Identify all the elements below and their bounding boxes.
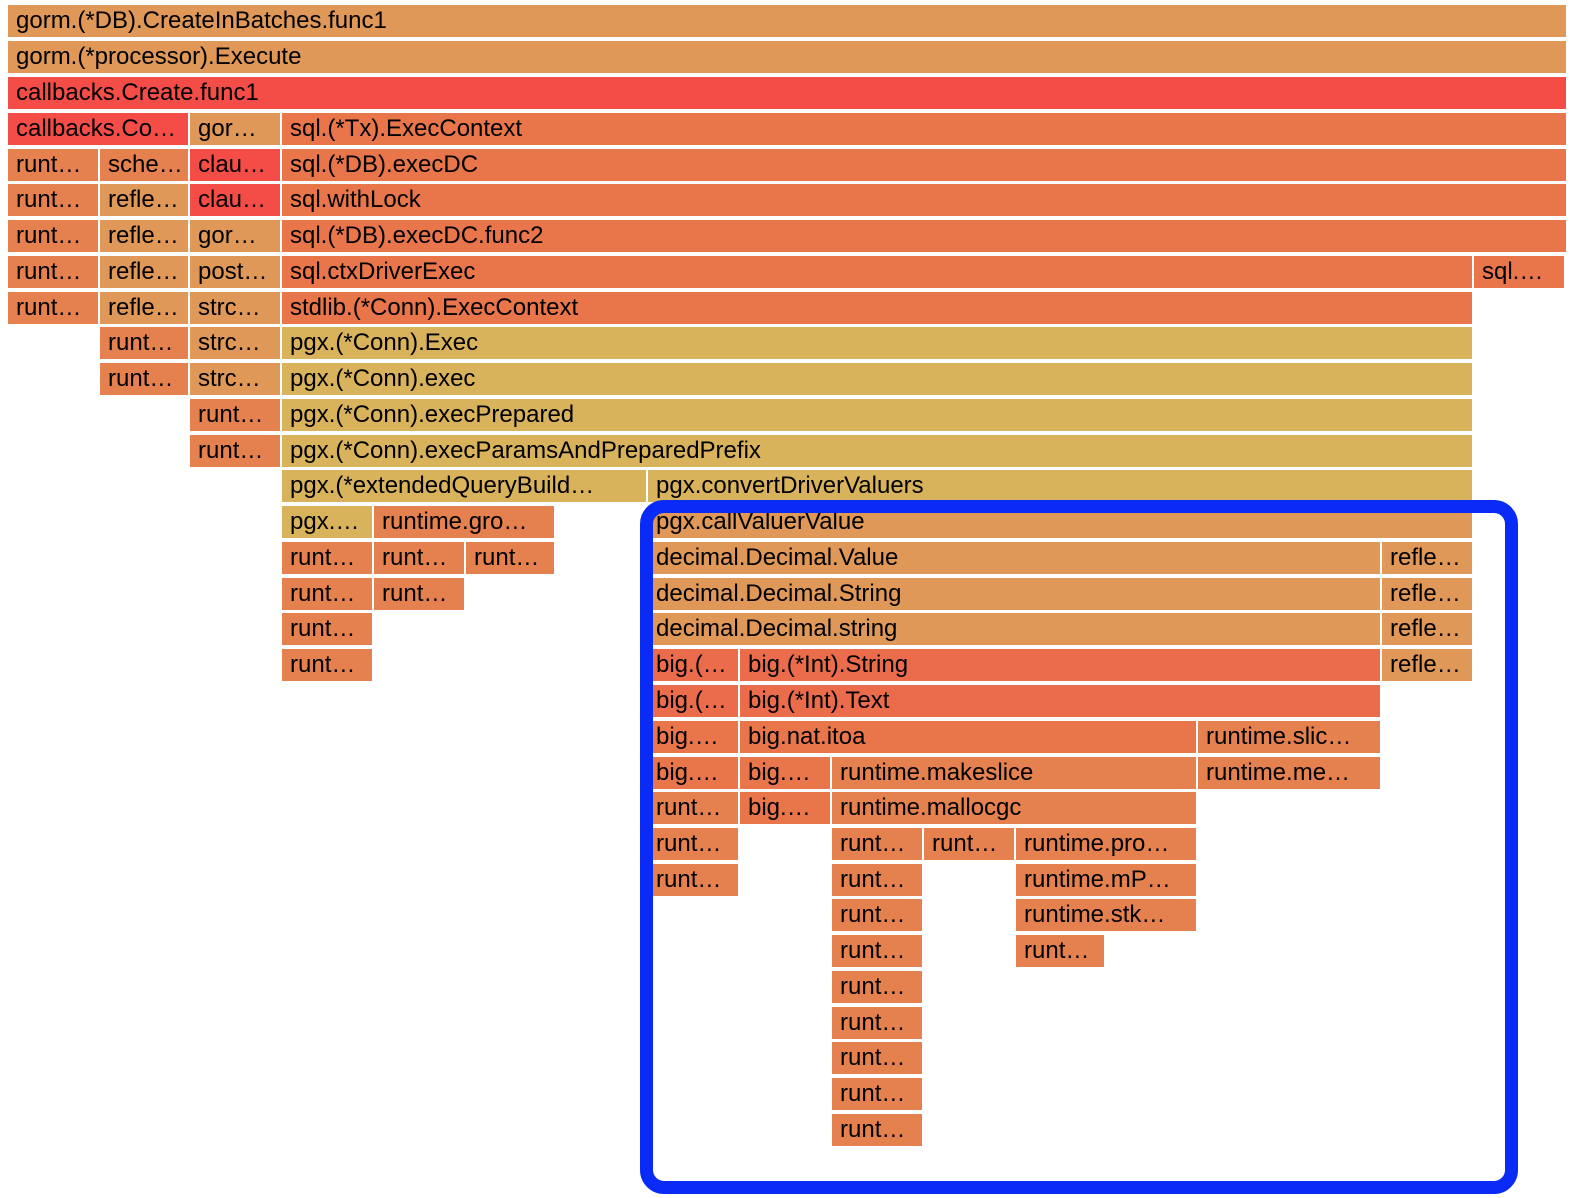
- frame-runt-r26[interactable]: runt…: [832, 899, 924, 933]
- frame-pgx-conn-exec[interactable]: pgx.(*Conn).Exec: [282, 327, 1474, 361]
- frame-decimal-value[interactable]: decimal.Decimal.Value: [648, 542, 1382, 576]
- frame-pgx-small[interactable]: pgx.…: [282, 506, 374, 540]
- frame-refle-r16[interactable]: refle…: [1382, 578, 1474, 612]
- frame-big-paren-1[interactable]: big.(…: [648, 649, 740, 683]
- frame-big-dot-3[interactable]: big.…: [740, 757, 832, 791]
- frame-runt-r23[interactable]: runt…: [648, 792, 740, 826]
- frame-runt-r28[interactable]: runt…: [832, 971, 924, 1005]
- frame-big-int-text[interactable]: big.(*Int).Text: [740, 685, 1382, 719]
- frame-pgx-conn-exec-lower[interactable]: pgx.(*Conn).exec: [282, 363, 1474, 397]
- frame-runt-r6[interactable]: runt…: [8, 220, 100, 254]
- frame-refle-r15[interactable]: refle…: [1382, 542, 1474, 576]
- frame-sql-withlock[interactable]: sql.withLock: [282, 184, 1568, 218]
- frame-big-dot-4[interactable]: big.…: [740, 792, 832, 826]
- frame-sche[interactable]: sche…: [100, 149, 190, 183]
- frame-runt-r30[interactable]: runt…: [832, 1042, 924, 1076]
- frame-runt-r18[interactable]: runt…: [282, 649, 374, 683]
- frame-big-dot-2[interactable]: big.…: [648, 757, 740, 791]
- frame-big-paren-2[interactable]: big.(…: [648, 685, 740, 719]
- frame-gor-2[interactable]: gor…: [190, 220, 282, 254]
- frame-runt-r24a[interactable]: runt…: [648, 828, 740, 862]
- frame-callbacks-create[interactable]: callbacks.Create.func1: [8, 77, 1568, 111]
- frame-pgx-convertdrivervaluers[interactable]: pgx.convertDriverValuers: [648, 470, 1474, 504]
- frame-runtime-me[interactable]: runtime.me…: [1198, 757, 1382, 791]
- frame-pgx-execparams[interactable]: pgx.(*Conn).execParamsAndPreparedPrefix: [282, 435, 1474, 469]
- frame-runt-r25b[interactable]: runt…: [832, 864, 924, 898]
- frame-runtime-pro[interactable]: runtime.pro…: [1016, 828, 1198, 862]
- frame-gorm-processor-execute[interactable]: gorm.(*processor).Execute: [8, 41, 1568, 75]
- frame-runt-r24c[interactable]: runt…: [924, 828, 1016, 862]
- frame-runtime-mp[interactable]: runtime.mP…: [1016, 864, 1198, 898]
- frame-runt-r15a[interactable]: runt…: [282, 542, 374, 576]
- frame-runt-r17[interactable]: runt…: [282, 613, 374, 647]
- frame-runt-r24b[interactable]: runt…: [832, 828, 924, 862]
- frame-pgx-callvaluervalue[interactable]: pgx.callValuerValue: [648, 506, 1474, 540]
- frame-sql-db-execdc[interactable]: sql.(*DB).execDC: [282, 149, 1568, 183]
- frame-runtime-mallocgc[interactable]: runtime.mallocgc: [832, 792, 1198, 826]
- frame-runt-r12[interactable]: runt…: [190, 435, 282, 469]
- frame-strc-r8[interactable]: strc…: [190, 292, 282, 326]
- frame-callbacks-co[interactable]: callbacks.Co…: [8, 113, 190, 147]
- frame-strc-r10[interactable]: strc…: [190, 363, 282, 397]
- frame-big-dot-1[interactable]: big.…: [648, 721, 740, 755]
- frame-runtime-slic[interactable]: runtime.slic…: [1198, 721, 1382, 755]
- frame-runt-r16b[interactable]: runt…: [374, 578, 466, 612]
- frame-pgx-conn-execprepared[interactable]: pgx.(*Conn).execPrepared: [282, 399, 1474, 433]
- frame-runt-r25a[interactable]: runt…: [648, 864, 740, 898]
- frame-runt-r4[interactable]: runt…: [8, 149, 100, 183]
- frame-gor-1[interactable]: gor…: [190, 113, 282, 147]
- frame-runtime-gro[interactable]: runtime.gro…: [374, 506, 556, 540]
- frame-runtime-makeslice[interactable]: runtime.makeslice: [832, 757, 1198, 791]
- frame-decimal-string-lower[interactable]: decimal.Decimal.string: [648, 613, 1382, 647]
- frame-sql-db-execdc-func2[interactable]: sql.(*DB).execDC.func2: [282, 220, 1568, 254]
- frame-runt-r9[interactable]: runt…: [100, 327, 190, 361]
- frame-clau-r5[interactable]: clau…: [190, 184, 282, 218]
- frame-runt-r5[interactable]: runt…: [8, 184, 100, 218]
- frame-refle-r8[interactable]: refle…: [100, 292, 190, 326]
- frame-runt-r29[interactable]: runt…: [832, 1007, 924, 1041]
- frame-sql-ctxdriverexec[interactable]: sql.ctxDriverExec: [282, 256, 1474, 290]
- frame-runt-r7[interactable]: runt…: [8, 256, 100, 290]
- frame-runt-r32[interactable]: runt…: [832, 1114, 924, 1148]
- frame-decimal-string[interactable]: decimal.Decimal.String: [648, 578, 1382, 612]
- frame-strc-r9[interactable]: strc…: [190, 327, 282, 361]
- frame-big-int-string[interactable]: big.(*Int).String: [740, 649, 1382, 683]
- frame-stdlib-conn-execcontext[interactable]: stdlib.(*Conn).ExecContext: [282, 292, 1474, 326]
- frame-runt-r8[interactable]: runt…: [8, 292, 100, 326]
- frame-gorm-createinbatches[interactable]: gorm.(*DB).CreateInBatches.func1: [8, 5, 1568, 39]
- frame-refle-r17[interactable]: refle…: [1382, 613, 1474, 647]
- frame-post[interactable]: post…: [190, 256, 282, 290]
- frame-runt-r10[interactable]: runt…: [100, 363, 190, 397]
- frame-refle-r6[interactable]: refle…: [100, 220, 190, 254]
- frame-runt-r16a[interactable]: runt…: [282, 578, 374, 612]
- frame-refle-r7[interactable]: refle…: [100, 256, 190, 290]
- frame-pgx-extendedquerybuild[interactable]: pgx.(*extendedQueryBuild…: [282, 470, 648, 504]
- frame-sql-tx-execcontext[interactable]: sql.(*Tx).ExecContext: [282, 113, 1568, 147]
- frame-refle-r5[interactable]: refle…: [100, 184, 190, 218]
- frame-runt-r15b[interactable]: runt…: [374, 542, 466, 576]
- frame-runtime-stk[interactable]: runtime.stk…: [1016, 899, 1198, 933]
- frame-refle-r18[interactable]: refle…: [1382, 649, 1474, 683]
- frame-runt-r31[interactable]: runt…: [832, 1078, 924, 1112]
- frame-big-nat-itoa[interactable]: big.nat.itoa: [740, 721, 1198, 755]
- frame-runt-r27b[interactable]: runt…: [1016, 935, 1106, 969]
- frame-sql-small[interactable]: sql.…: [1474, 256, 1566, 290]
- frame-runt-r27a[interactable]: runt…: [832, 935, 924, 969]
- frame-runt-r15c[interactable]: runt…: [466, 542, 556, 576]
- frame-runt-r11[interactable]: runt…: [190, 399, 282, 433]
- frame-clau-r4[interactable]: clau…: [190, 149, 282, 183]
